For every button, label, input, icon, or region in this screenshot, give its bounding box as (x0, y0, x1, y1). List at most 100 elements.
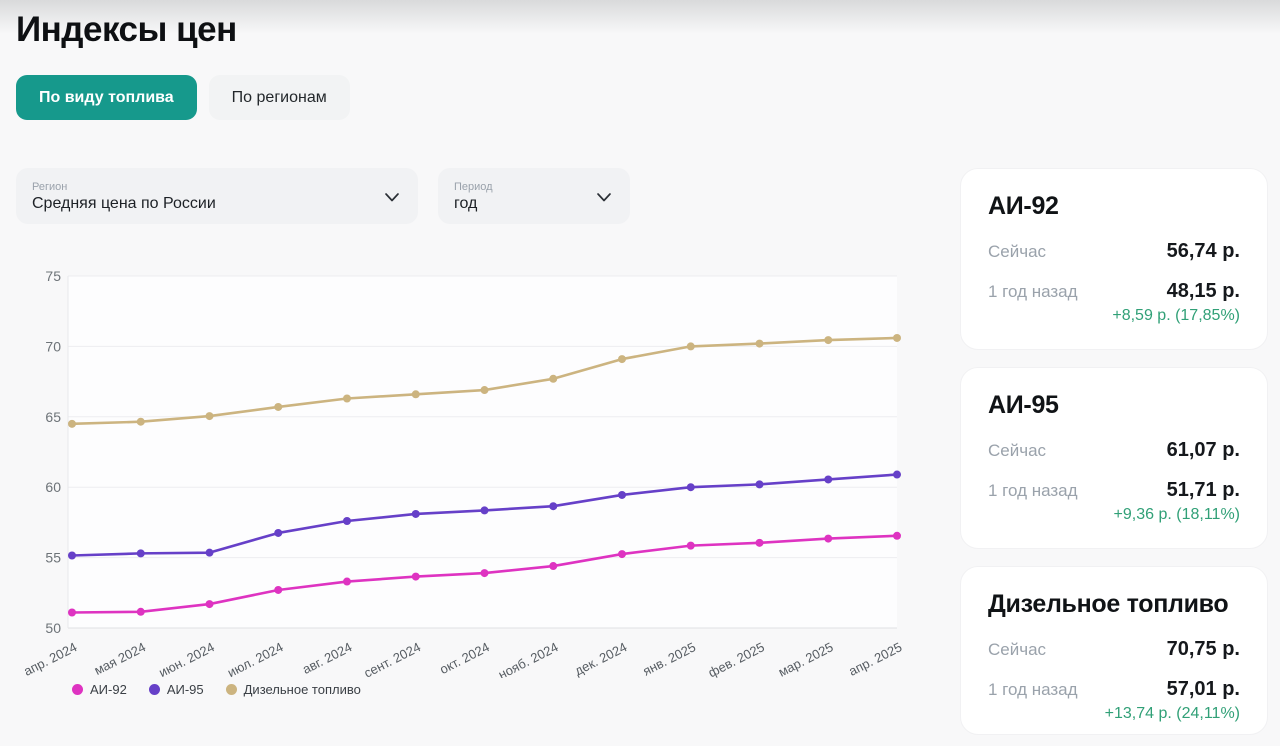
now-value: 56,74 р. (1166, 240, 1240, 262)
data-point-АИ-95[interactable] (686, 483, 695, 492)
now-label: Сейчас (988, 242, 1047, 261)
data-point-АИ-95[interactable] (893, 470, 901, 479)
data-point-Дизельное топливо[interactable] (480, 386, 489, 395)
ago-label: 1 год назад (988, 680, 1078, 699)
data-point-Дизельное топливо[interactable] (893, 333, 901, 342)
card-now-row: Сейчас 61,07 р. (988, 439, 1240, 462)
legend-dot-icon (148, 684, 160, 695)
filters-row: Регион Средняя цена по России Период год (16, 168, 630, 224)
data-point-АИ-92[interactable] (755, 538, 764, 547)
data-point-АИ-95[interactable] (480, 506, 489, 515)
data-point-Дизельное топливо[interactable] (686, 342, 695, 351)
change-value: +8,59 р. (17,85%) (1112, 307, 1240, 324)
x-axis-tick-label: сент. 2024 (361, 639, 423, 678)
data-point-АИ-95[interactable] (824, 475, 833, 484)
data-point-Дизельное топливо[interactable] (136, 417, 145, 426)
data-point-Дизельное топливо[interactable] (68, 419, 76, 428)
data-point-Дизельное топливо[interactable] (755, 339, 764, 348)
data-point-АИ-92[interactable] (686, 541, 695, 550)
legend-label: Дизельное топливо (243, 682, 361, 697)
now-value: 61,07 р. (1166, 439, 1240, 461)
x-axis-tick-label: окт. 2024 (437, 639, 492, 677)
card-title: АИ-92 (988, 192, 1059, 220)
x-axis-tick-label: мар. 2025 (776, 639, 836, 678)
data-point-АИ-95[interactable] (68, 551, 76, 560)
data-point-АИ-92[interactable] (68, 608, 76, 617)
card-title: АИ-95 (988, 391, 1059, 419)
data-point-АИ-95[interactable] (755, 480, 764, 489)
change-value: +9,36 р. (18,11%) (1113, 506, 1240, 523)
region-select-value: Средняя цена по России (32, 194, 216, 212)
data-point-Дизельное топливо[interactable] (205, 412, 214, 421)
data-point-Дизельное топливо[interactable] (618, 355, 626, 364)
ago-label: 1 год назад (988, 282, 1078, 301)
y-axis-tick-label: 55 (45, 550, 61, 566)
y-axis-tick-label: 70 (45, 338, 61, 354)
data-point-Дизельное топливо[interactable] (343, 394, 351, 403)
tab-by-regions[interactable]: По регионам (208, 75, 350, 120)
tab-by-fuel-type-label: По виду топлива (39, 88, 174, 106)
data-point-АИ-92[interactable] (136, 607, 145, 616)
chart-canvas[interactable]: 50 55 60 65 70 75 апр. 2024 мая 2024 июн. 2024 ию… (16, 258, 936, 682)
legend-item-АИ-95[interactable]: АИ-95 (148, 682, 204, 697)
data-point-Дизельное топливо[interactable] (411, 390, 420, 399)
data-point-АИ-92[interactable] (343, 577, 351, 586)
card-now-row: Сейчас 56,74 р. (988, 240, 1240, 263)
data-point-Дизельное топливо[interactable] (824, 336, 833, 345)
data-point-АИ-95[interactable] (411, 509, 420, 518)
data-point-АИ-95[interactable] (549, 502, 558, 511)
chevron-down-icon (385, 192, 399, 201)
card-now-row: Сейчас 70,75 р. (988, 638, 1240, 661)
region-select-label: Регион (32, 180, 68, 193)
x-axis-tick-label: фев. 2025 (706, 639, 767, 678)
data-point-АИ-95[interactable] (343, 516, 351, 525)
data-point-АИ-92[interactable] (549, 562, 558, 571)
x-axis-tick-label: апр. 2025 (846, 639, 904, 678)
tab-by-regions-label: По регионам (231, 88, 327, 106)
tab-by-fuel-type[interactable]: По виду топлива (16, 75, 197, 120)
legend-item-АИ-92[interactable]: АИ-92 (72, 682, 127, 697)
data-point-АИ-92[interactable] (205, 600, 214, 609)
y-axis-tick-label: 75 (45, 268, 61, 284)
legend-dot-icon (72, 684, 83, 695)
data-point-АИ-95[interactable] (205, 548, 214, 557)
legend-item-Дизельное топливо[interactable]: Дизельное топливо (225, 682, 361, 697)
ago-value: 48,15 р. (1166, 280, 1240, 302)
change-value: +13,74 р. (24,11%) (1104, 705, 1240, 722)
x-axis-tick-label: нояб. 2024 (496, 639, 561, 678)
data-point-АИ-92[interactable] (824, 534, 833, 543)
data-point-Дизельное топливо[interactable] (549, 374, 558, 383)
card-ago-row: 1 год назад 57,01 р. +13,74 р. (24,11%) (988, 678, 1240, 723)
data-point-АИ-95[interactable] (274, 528, 283, 537)
x-axis-tick-label: янв. 2025 (640, 639, 698, 678)
region-select[interactable]: Регион Средняя цена по России (16, 168, 418, 224)
data-point-АИ-95[interactable] (136, 549, 145, 558)
x-axis-tick-label: мая 2024 (92, 639, 148, 678)
period-select[interactable]: Период год (438, 168, 630, 224)
data-point-АИ-92[interactable] (480, 569, 489, 578)
y-axis-tick-label: 50 (45, 620, 61, 636)
price-index-chart[interactable]: 50 55 60 65 70 75 апр. 2024 мая 2024 июн. 2024 ию… (16, 258, 936, 682)
now-label: Сейчас (988, 640, 1047, 659)
x-axis-tick-label: апр. 2024 (21, 639, 79, 678)
card-ai95: АИ-95 Сейчас 61,07 р. 1 год назад 51,71 … (960, 367, 1268, 549)
page-title: Индексы цен (16, 10, 237, 49)
data-point-АИ-92[interactable] (618, 550, 626, 559)
now-label: Сейчас (988, 441, 1047, 460)
period-select-label: Период (454, 180, 493, 193)
y-axis-tick-label: 65 (45, 409, 61, 425)
data-point-АИ-92[interactable] (411, 572, 420, 581)
data-point-Дизельное топливо[interactable] (274, 402, 283, 411)
data-point-АИ-92[interactable] (893, 531, 901, 540)
data-point-АИ-95[interactable] (618, 490, 626, 499)
legend-label: АИ-92 (90, 682, 127, 697)
x-axis-tick-label: июл. 2024 (225, 639, 286, 678)
ago-label: 1 год назад (988, 481, 1078, 500)
now-value: 70,75 р. (1166, 638, 1240, 660)
view-tabs: По виду топлива По регионам (16, 75, 350, 120)
legend-label: АИ-95 (166, 682, 204, 697)
data-point-АИ-92[interactable] (274, 585, 283, 594)
x-axis-tick-label: дек. 2024 (572, 639, 629, 678)
x-axis-tick-label: авг. 2024 (300, 639, 354, 677)
card-ai92: АИ-92 Сейчас 56,74 р. 1 год назад 48,15 … (960, 168, 1268, 350)
